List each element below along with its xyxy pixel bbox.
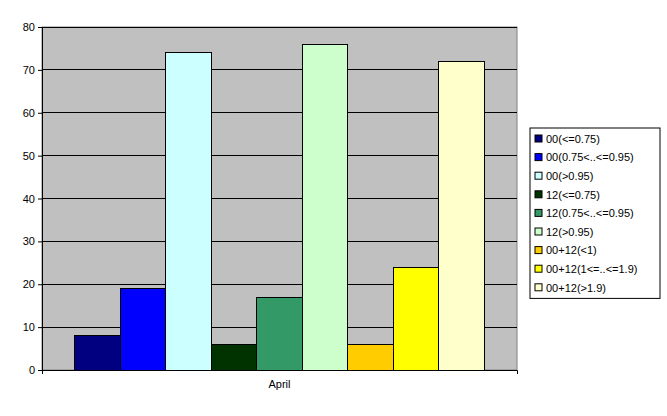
y-tick-mark — [38, 284, 42, 285]
y-tick-mark — [38, 199, 42, 200]
y-tick-mark — [38, 327, 42, 328]
grid-line — [42, 27, 517, 28]
grid — [42, 27, 517, 370]
bar — [75, 336, 120, 370]
bar — [302, 44, 347, 370]
legend: 00(<=0.75) 00(0.75<..<=0.95) 00(>0.95) 12(<… — [530, 128, 660, 298]
y-tick: 80 — [23, 21, 42, 33]
x-tick: April — [268, 370, 290, 390]
y-tick-label: 10 — [23, 321, 35, 333]
legend-swatch — [535, 172, 542, 179]
y-tick: 40 — [23, 193, 42, 205]
y-tick-label: 80 — [23, 21, 35, 33]
y-tick: 10 — [23, 321, 42, 333]
legend-swatch — [535, 135, 542, 142]
legend-label: 00+12(1<=..<=1.9) — [546, 263, 637, 275]
bar — [348, 344, 393, 370]
legend-label: 00(<=0.75) — [546, 133, 600, 145]
y-tick-label: 40 — [23, 193, 35, 205]
y-tick: 30 — [23, 235, 42, 247]
legend-swatch — [535, 154, 542, 161]
legend-label: 12(0.75<..<=0.95) — [546, 207, 634, 219]
y-tick-mark — [38, 241, 42, 242]
x-tick-label: April — [268, 378, 290, 390]
bar — [257, 297, 302, 370]
y-tick: 60 — [23, 107, 42, 119]
legend-label: 00(0.75<..<=0.95) — [546, 151, 634, 163]
y-tick-label: 70 — [23, 64, 35, 76]
y-tick: 0 — [29, 364, 42, 376]
bar — [166, 53, 211, 370]
y-tick: 20 — [23, 278, 42, 290]
chart: 0 10 20 30 40 50 60 70 80 April 00(<=0.75) 00(0.75<… — [0, 0, 667, 416]
plot-area — [42, 27, 517, 370]
legend-label: 00(>0.95) — [546, 170, 593, 182]
y-tick-mark — [38, 70, 42, 71]
bar — [393, 267, 438, 370]
legend-swatch — [535, 209, 542, 216]
legend-label: 00+12(<1) — [546, 244, 597, 256]
legend-box — [530, 128, 660, 298]
legend-swatch — [535, 247, 542, 254]
legend-label: 12(<=0.75) — [546, 189, 600, 201]
y-tick: 70 — [23, 64, 42, 76]
legend-label: 00+12(>1.9) — [546, 282, 606, 294]
legend-swatch — [535, 265, 542, 272]
y-tick-label: 0 — [29, 364, 35, 376]
y-tick-mark — [38, 113, 42, 114]
x-axis-line — [43, 371, 518, 375]
legend-label: 12(>0.95) — [546, 226, 593, 238]
x-axis: April — [43, 370, 518, 390]
y-axis-line — [42, 28, 43, 371]
y-tick-mark — [38, 27, 42, 28]
y-axis: 0 10 20 30 40 50 60 70 80 — [23, 21, 43, 376]
legend-swatch — [535, 284, 542, 291]
legend-swatch — [535, 191, 542, 198]
bar — [439, 61, 484, 370]
bar — [211, 344, 256, 370]
y-tick-mark — [38, 370, 42, 371]
y-tick-mark — [38, 156, 42, 157]
y-tick-label: 50 — [23, 150, 35, 162]
y-tick-label: 60 — [23, 107, 35, 119]
legend-swatch — [535, 228, 542, 235]
y-tick-label: 30 — [23, 235, 35, 247]
bars — [75, 44, 484, 370]
y-tick-label: 20 — [23, 278, 35, 290]
bar — [120, 289, 165, 370]
y-tick: 50 — [23, 150, 42, 162]
